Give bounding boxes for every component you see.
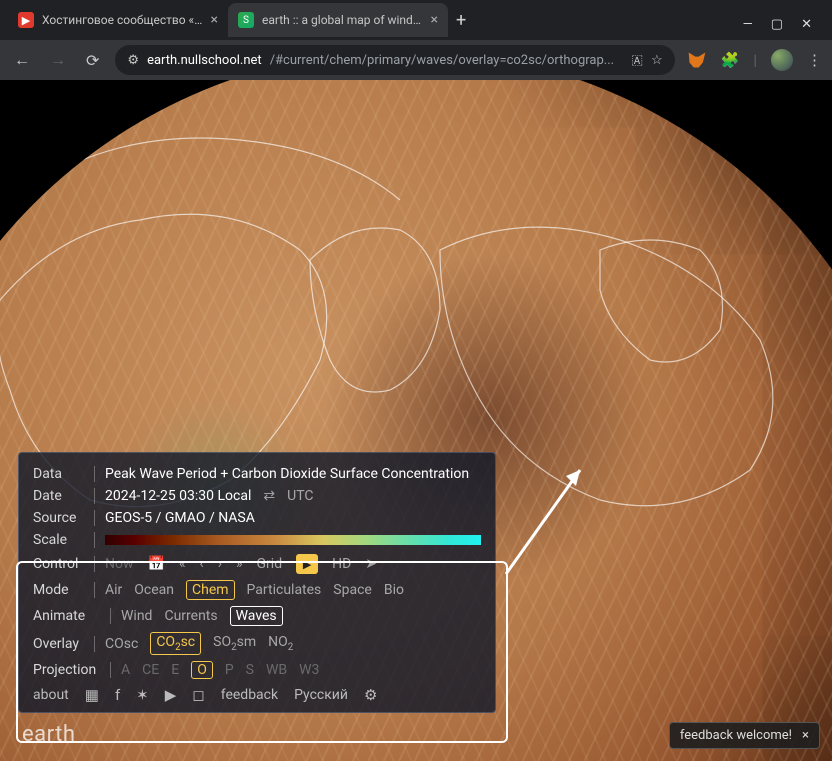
row-label-mode: Mode [33,582,95,598]
address-bar[interactable]: ⚙ earth.nullschool.net /#current/chem/pri… [115,45,674,75]
close-icon[interactable]: × [431,13,438,27]
overlay-option[interactable]: COsc [105,636,138,652]
row-label-animate: Animate [33,608,111,624]
control-grid[interactable]: Grid [257,556,283,572]
row-label-overlay: Overlay [33,636,95,652]
overlay-option[interactable]: NO2 [268,634,293,653]
calendar-icon[interactable]: 📅 [148,556,165,572]
mode-option[interactable]: Chem [186,580,235,600]
projection-option[interactable]: CE [142,662,159,678]
toolbar-icons: 🧩 | ⋮ [687,49,822,71]
close-icon[interactable]: × [802,728,809,743]
new-tab-button[interactable]: + [448,10,474,31]
prev-icon[interactable]: ‹ [200,556,204,572]
next-icon[interactable]: › [218,556,222,572]
date-value[interactable]: 2024-12-25 03:30 Local [105,488,251,504]
projection-option[interactable]: A [121,662,130,678]
youtube-icon[interactable]: ▶ [165,686,177,704]
window-titlebar: ▶ Хостинговое сообщество «Tim × S earth … [0,0,832,40]
site-settings-icon[interactable]: ⚙ [127,53,139,68]
facebook-icon[interactable]: f [115,686,120,704]
animate-options: Wind Currents Waves [121,606,481,626]
rewind-icon[interactable]: « [179,556,186,572]
overlay-option[interactable]: CO2sc [150,632,201,655]
control-panel: Data Peak Wave Period + Carbon Dioxide S… [18,452,496,713]
mode-option[interactable]: Air [105,582,122,598]
data-value: Peak Wave Period + Carbon Dioxide Surfac… [105,466,481,482]
utc-toggle[interactable]: UTC [287,488,313,504]
minimize-icon[interactable]: — [743,17,753,32]
row-label-projection: Projection [33,662,111,678]
menu-icon[interactable]: ⋮ [807,51,822,69]
translate-icon[interactable]: 🇦 [631,53,643,68]
projection-option[interactable]: W3 [299,662,319,678]
about-link[interactable]: about [33,687,69,703]
newspaper-icon[interactable]: ▦ [85,686,99,704]
animate-option[interactable]: Wind [121,608,152,624]
projection-option[interactable]: S [246,662,254,678]
bookmark-icon[interactable]: ☆ [651,53,663,68]
feedback-pill-text: feedback welcome! [680,728,792,743]
extension-fox-icon[interactable] [687,50,707,70]
tab-title: earth :: a global map of wind, w [262,13,423,27]
overlay-options: COsc CO2sc SO2sm NO2 [105,632,481,655]
profile-avatar[interactable] [771,49,793,71]
browser-toolbar: ← → ⟳ ⚙ earth.nullschool.net /#current/ch… [0,40,832,80]
maximize-icon[interactable]: ▢ [771,17,783,32]
forward-icon[interactable]: → [46,46,70,74]
extensions-icon[interactable]: 🧩 [721,51,740,69]
feedback-pill[interactable]: feedback welcome! × [669,722,820,749]
play-button[interactable]: ▶ [296,554,318,574]
tabs-row: ▶ Хостинговое сообщество «Tim × S earth … [8,0,731,40]
projection-option[interactable]: O [191,661,213,679]
source-value[interactable]: GEOS-5 / GMAO / NASA [105,510,481,526]
mode-option[interactable]: Particulates [247,582,322,598]
projection-option[interactable]: E [171,662,179,678]
language-link[interactable]: Русский [294,687,348,703]
url-domain: earth.nullschool.net [147,53,262,68]
projection-option[interactable]: P [225,662,234,678]
projection-options: A CE EOPS WB W3 [121,661,481,679]
close-icon[interactable]: × [211,13,218,27]
window-buttons: — ▢ ✕ [731,17,824,40]
location-icon[interactable]: ➤ [365,556,377,572]
page-viewport: Data Peak Wave Period + Carbon Dioxide S… [0,80,832,761]
favicon: S [238,12,254,28]
row-label-scale: Scale [33,532,95,548]
control-now[interactable]: Now [105,556,134,572]
animate-option[interactable]: Currents [164,608,217,624]
instagram-icon[interactable]: ◻ [192,686,204,704]
back-icon[interactable]: ← [10,46,34,74]
favicon: ▶ [18,12,34,28]
mode-option[interactable]: Space [333,582,372,598]
bluesky-icon[interactable]: ✶ [136,686,149,704]
row-label-source: Source [33,510,95,526]
tab-active[interactable]: S earth :: a global map of wind, w × [228,3,448,37]
tab-inactive[interactable]: ▶ Хостинговое сообщество «Tim × [8,3,228,37]
brand-label[interactable]: earth [22,722,75,747]
row-label-control: Control [33,556,95,572]
reload-icon[interactable]: ⟳ [82,47,103,74]
mode-option[interactable]: Bio [384,582,404,598]
close-window-icon[interactable]: ✕ [801,17,812,32]
feedback-link[interactable]: feedback [221,687,278,703]
panel-footer: about ▦ f ✶ ▶ ◻ feedback Русский ⚙ [33,682,481,704]
row-label-data: Data [33,466,95,482]
animate-option[interactable]: Waves [230,606,283,626]
swap-icon[interactable]: ⇄ [263,488,275,504]
tab-title: Хостинговое сообщество «Tim [42,13,203,27]
url-path: /#current/chem/primary/waves/overlay=co2… [270,53,614,68]
forward-icon[interactable]: » [236,556,243,572]
mode-options: Air Ocean Chem Particulates Space Bio [105,580,481,600]
overlay-option[interactable]: SO2sm [213,634,256,653]
projection-option[interactable]: WB [266,662,287,678]
row-label-date: Date [33,488,95,504]
control-hd[interactable]: HD [332,556,351,572]
mode-option[interactable]: Ocean [134,582,174,598]
scale-gradient [105,535,481,545]
gear-icon[interactable]: ⚙ [364,686,377,704]
